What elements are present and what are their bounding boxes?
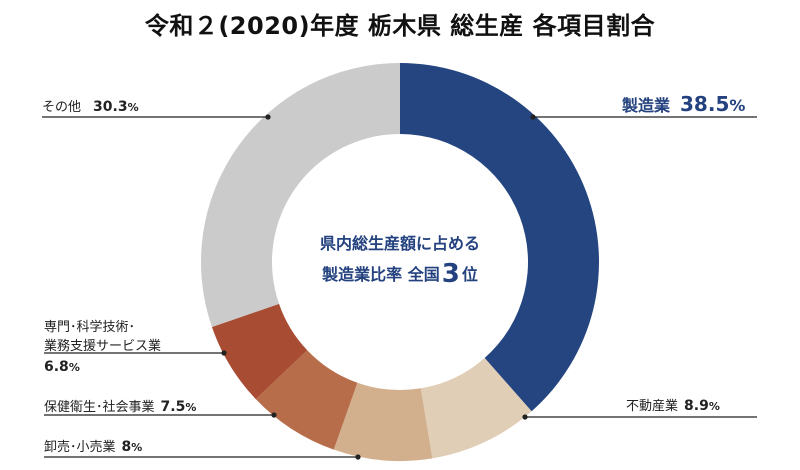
chart-title: 令和２(2020)年度 栃木県 総生産 各項目割合 <box>144 12 656 40</box>
label-other: その他 30.3% <box>42 99 139 115</box>
rank-number: 3 <box>441 259 460 289</box>
label-wholesale: 卸売･小売業 8% <box>44 439 143 455</box>
segment-professional <box>211 303 308 400</box>
pct-manufacturing: 38.5% <box>680 92 746 116</box>
leader-manufacturing-dot <box>530 114 536 120</box>
segment-realestate <box>420 358 532 459</box>
leader-professional-dot <box>221 350 227 356</box>
pct-health: 7.5% <box>160 399 197 415</box>
segment-manufacturing <box>400 63 599 412</box>
pct-professional: 6.8% <box>44 359 80 375</box>
leader-health-dot <box>271 412 277 418</box>
label-professional: 専門･科学技術･ 業務支援サービス業 <box>44 320 162 354</box>
leader-wholesale-dot <box>355 454 361 460</box>
pct-other: 30.3% <box>93 99 139 115</box>
center-line-1: 県内総生産額に占める <box>319 234 480 253</box>
segment-health <box>255 350 358 450</box>
segment-other <box>200 63 400 328</box>
pct-wholesale: 8% <box>121 439 143 455</box>
leader-other-dot <box>265 114 271 120</box>
label-manufacturing: 製造業 38.5% <box>622 92 746 116</box>
label-realestate: 不動産業 8.9% <box>626 398 720 414</box>
pct-realestate: 8.9% <box>684 398 720 414</box>
leader-realestate-dot <box>522 414 528 420</box>
center-line-2: 製造業比率 全国3 位 <box>322 259 478 289</box>
center-annotation: 県内総生産額に占める 製造業比率 全国3 位 <box>290 228 510 290</box>
segment-wholesale <box>333 382 433 462</box>
label-health: 保健衛生･社会事業 7.5% <box>44 399 197 415</box>
